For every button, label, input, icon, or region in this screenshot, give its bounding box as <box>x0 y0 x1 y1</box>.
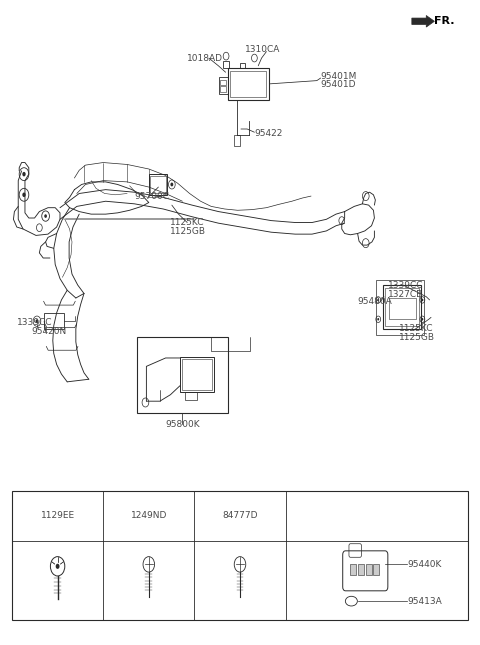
Bar <box>185 392 197 400</box>
Text: FR.: FR. <box>434 16 455 26</box>
Text: 1125GB: 1125GB <box>399 333 435 342</box>
Bar <box>12 491 468 620</box>
Text: 1125KC: 1125KC <box>399 324 434 333</box>
Text: 95700C: 95700C <box>134 192 169 201</box>
Text: 1129EE: 1129EE <box>40 511 75 521</box>
Text: 95422: 95422 <box>254 129 283 138</box>
Bar <box>366 564 372 575</box>
Text: 1125KC: 1125KC <box>170 218 205 227</box>
Circle shape <box>377 299 379 301</box>
Text: 1339CC: 1339CC <box>388 281 423 290</box>
Text: 95800K: 95800K <box>165 420 200 429</box>
Text: 1327CB: 1327CB <box>388 290 423 299</box>
Bar <box>383 285 421 329</box>
Bar <box>223 61 229 68</box>
Text: 1018AD: 1018AD <box>187 54 223 63</box>
Bar <box>350 564 356 575</box>
Bar <box>358 564 364 575</box>
Circle shape <box>56 564 60 569</box>
Bar <box>150 176 166 193</box>
Polygon shape <box>412 15 434 27</box>
Bar <box>149 174 167 195</box>
Text: 1249ND: 1249ND <box>131 511 167 521</box>
Text: 95401M: 95401M <box>321 72 357 81</box>
Bar <box>44 313 64 329</box>
Bar <box>180 357 214 392</box>
Bar <box>376 280 424 335</box>
Bar <box>240 63 245 68</box>
Bar <box>220 86 226 92</box>
Circle shape <box>22 172 26 177</box>
Text: 95440K: 95440K <box>408 560 442 569</box>
Bar <box>373 564 379 575</box>
Bar <box>182 359 212 390</box>
Circle shape <box>421 318 423 321</box>
Bar <box>137 337 228 413</box>
Text: 1339CC: 1339CC <box>17 318 52 327</box>
Bar <box>234 135 240 146</box>
Text: 95420N: 95420N <box>31 327 66 336</box>
Bar <box>220 80 226 85</box>
Text: 95413A: 95413A <box>408 597 442 606</box>
Text: 84777D: 84777D <box>222 511 258 521</box>
Bar <box>389 298 416 319</box>
Text: 1125GB: 1125GB <box>170 227 206 236</box>
Circle shape <box>377 318 379 321</box>
Circle shape <box>44 214 47 218</box>
Text: 95480A: 95480A <box>358 297 392 306</box>
Text: 1310CA: 1310CA <box>245 45 280 54</box>
Bar <box>230 71 266 97</box>
Bar <box>219 77 228 94</box>
Bar <box>385 288 419 326</box>
Circle shape <box>22 193 26 197</box>
Circle shape <box>170 183 173 186</box>
Circle shape <box>36 319 38 323</box>
Circle shape <box>421 299 423 301</box>
Text: 95401D: 95401D <box>321 80 356 89</box>
